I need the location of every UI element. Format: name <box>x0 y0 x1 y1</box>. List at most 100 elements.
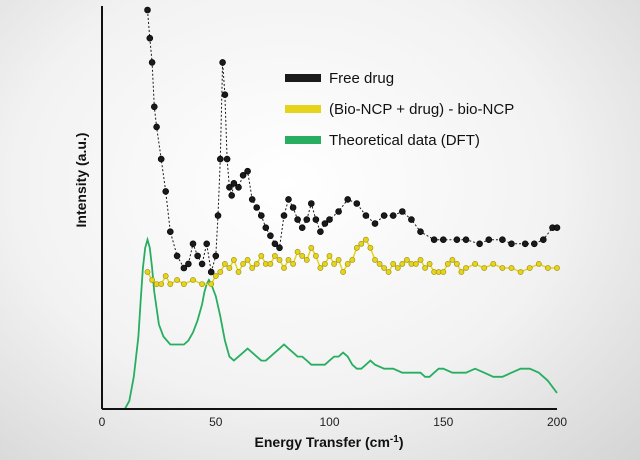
data-point-free-drug <box>180 264 188 272</box>
data-point-bio-ncp-difference <box>440 269 447 275</box>
data-point-free-drug <box>244 167 251 175</box>
data-point-free-drug <box>353 200 361 207</box>
data-point-bio-ncp-difference <box>376 260 383 267</box>
legend-swatch <box>285 105 321 113</box>
x-tick-labels: 0 50 100 150 200 <box>99 415 568 429</box>
data-point-bio-ncp-difference <box>299 252 306 259</box>
data-point-bio-ncp-difference <box>463 265 469 271</box>
data-point-bio-ncp-difference <box>394 265 401 271</box>
data-point-free-drug <box>430 236 438 243</box>
data-point-free-drug <box>267 232 274 239</box>
data-point-free-drug <box>207 268 215 276</box>
data-point-bio-ncp-difference <box>458 269 465 275</box>
data-point-free-drug <box>485 236 493 243</box>
data-point-bio-ncp-difference <box>285 256 292 263</box>
data-point-free-drug <box>521 240 529 248</box>
data-point-free-drug <box>539 236 547 243</box>
data-point-bio-ncp-difference <box>221 260 228 267</box>
data-point-bio-ncp-difference <box>372 256 378 263</box>
data-point-bio-ncp-difference <box>199 281 205 287</box>
data-point-free-drug <box>362 212 370 219</box>
data-point-free-drug <box>173 252 181 260</box>
data-point-bio-ncp-difference <box>367 244 374 251</box>
data-point-free-drug <box>157 155 165 163</box>
x-tick-label: 0 <box>99 415 106 429</box>
data-point-bio-ncp-difference <box>235 269 242 275</box>
data-point-free-drug <box>335 208 342 215</box>
data-point-free-drug <box>398 208 406 215</box>
data-point-bio-ncp-difference <box>490 260 497 267</box>
data-point-free-drug <box>317 228 324 235</box>
data-point-bio-ncp-difference <box>217 269 224 275</box>
data-point-bio-ncp-difference <box>308 244 315 251</box>
data-point-free-drug <box>230 180 238 187</box>
data-point-free-drug <box>303 216 311 223</box>
x-axis-label-end: ) <box>399 434 404 450</box>
data-point-free-drug <box>228 192 235 199</box>
data-point-free-drug <box>189 240 197 248</box>
data-point-free-drug <box>223 155 231 163</box>
data-point-free-drug <box>417 228 424 235</box>
data-point-free-drug <box>214 212 222 219</box>
x-tick-label: 150 <box>433 415 453 429</box>
data-point-bio-ncp-difference <box>144 269 151 275</box>
data-point-free-drug <box>389 212 397 219</box>
data-point-free-drug <box>476 240 483 248</box>
data-point-bio-ncp-difference <box>149 277 155 283</box>
data-point-free-drug <box>253 204 261 211</box>
data-point-free-drug <box>508 240 515 248</box>
data-point-bio-ncp-difference <box>208 281 215 287</box>
data-point-free-drug <box>371 220 379 227</box>
data-point-bio-ncp-difference <box>335 256 342 263</box>
data-point-bio-ncp-difference <box>358 240 365 247</box>
data-point-free-drug <box>235 184 242 191</box>
data-point-bio-ncp-difference <box>174 277 180 283</box>
data-point-free-drug <box>307 200 315 207</box>
data-point-free-drug <box>321 220 329 227</box>
data-point-free-drug <box>221 91 229 98</box>
data-point-bio-ncp-difference <box>326 252 333 259</box>
data-point-free-drug <box>217 155 224 163</box>
data-point-bio-ncp-difference <box>449 256 456 263</box>
data-point-free-drug <box>212 252 220 260</box>
data-point-free-drug <box>312 216 320 223</box>
data-point-bio-ncp-difference <box>399 260 406 267</box>
data-point-bio-ncp-difference <box>499 265 506 271</box>
data-point-free-drug <box>271 240 279 248</box>
legend-swatch <box>285 74 321 82</box>
data-point-bio-ncp-difference <box>412 260 419 267</box>
data-point-free-drug <box>344 196 352 203</box>
x-axis-label: Energy Transfer (cm <box>255 434 390 450</box>
data-point-bio-ncp-difference <box>403 256 410 263</box>
series-free-drug <box>144 6 561 276</box>
data-point-free-drug <box>167 228 174 235</box>
data-point-free-drug <box>148 59 156 66</box>
data-point-free-drug <box>289 204 297 211</box>
data-point-free-drug <box>219 59 226 66</box>
data-point-bio-ncp-difference <box>508 265 515 271</box>
legend-entry-label: (Bio-NCP + drug) - bio-NCP <box>329 101 514 118</box>
data-point-bio-ncp-difference <box>294 248 301 255</box>
data-point-free-drug <box>530 240 538 248</box>
data-point-bio-ncp-difference <box>271 252 278 259</box>
data-point-free-drug <box>248 196 256 203</box>
data-point-bio-ncp-difference <box>535 260 542 267</box>
data-point-bio-ncp-difference <box>267 260 274 267</box>
data-point-free-drug <box>151 103 158 111</box>
data-point-bio-ncp-difference <box>353 244 360 251</box>
data-point-free-drug <box>257 212 265 219</box>
data-point-bio-ncp-difference <box>180 281 187 287</box>
data-point-bio-ncp-difference <box>481 265 488 271</box>
data-point-bio-ncp-difference <box>349 256 356 263</box>
data-point-free-drug <box>203 240 210 248</box>
data-point-free-drug <box>185 260 192 268</box>
data-point-bio-ncp-difference <box>281 265 287 271</box>
data-point-free-drug <box>285 196 292 203</box>
data-point-bio-ncp-difference <box>249 265 256 271</box>
x-tick-label: 200 <box>547 415 567 429</box>
data-point-bio-ncp-difference <box>422 265 428 271</box>
data-point-free-drug <box>262 224 270 231</box>
y-axis-label: Intensity (a.u.) <box>73 133 89 228</box>
data-point-bio-ncp-difference <box>340 269 346 275</box>
